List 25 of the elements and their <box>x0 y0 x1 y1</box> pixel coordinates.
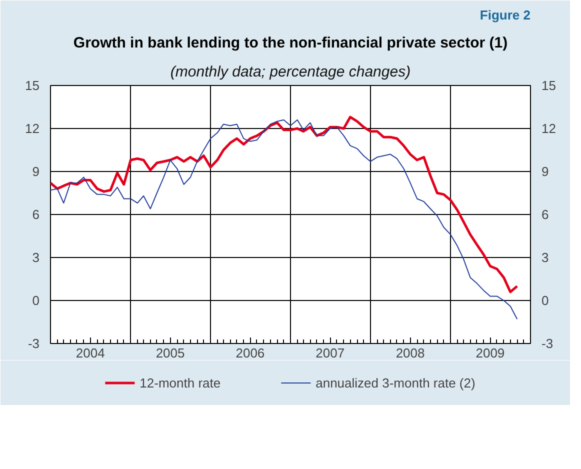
x-tick-label: 2007 <box>316 346 345 360</box>
x-tick-label: 2008 <box>396 346 425 360</box>
y-tick-label: 15 <box>25 78 40 93</box>
y-tick-label: 3 <box>32 250 40 265</box>
y-tick-label: 0 <box>32 293 40 308</box>
chart-title: Growth in bank lending to the non-financial private sector (1) <box>73 34 508 52</box>
y-tick-label: 9 <box>32 164 40 179</box>
y2-tick-label: 12 <box>542 121 556 136</box>
y2-tick-label: 3 <box>542 250 549 265</box>
chart-subtitle: (monthly data; percentage changes) <box>170 64 411 80</box>
x-tick-label: 2004 <box>76 346 105 360</box>
y2-tick-label: 15 <box>542 78 556 93</box>
x-tick-label: 2005 <box>156 346 185 360</box>
x-tick-label: 2006 <box>236 346 265 360</box>
legend-label: annualized 3-month rate (2) <box>316 375 476 390</box>
y2-tick-label: 9 <box>542 164 549 179</box>
caption: Figure 2 <box>480 8 531 22</box>
x-tick-label: 2009 <box>476 346 505 360</box>
legend-label: 12-month rate <box>140 375 221 390</box>
y2-tick-label: -3 <box>542 336 554 351</box>
y-tick-label: -3 <box>28 336 40 351</box>
y-tick-label: 12 <box>25 121 40 136</box>
y2-tick-label: 6 <box>542 207 549 222</box>
y2-tick-label: 0 <box>542 293 549 308</box>
y-tick-label: 6 <box>32 207 40 222</box>
